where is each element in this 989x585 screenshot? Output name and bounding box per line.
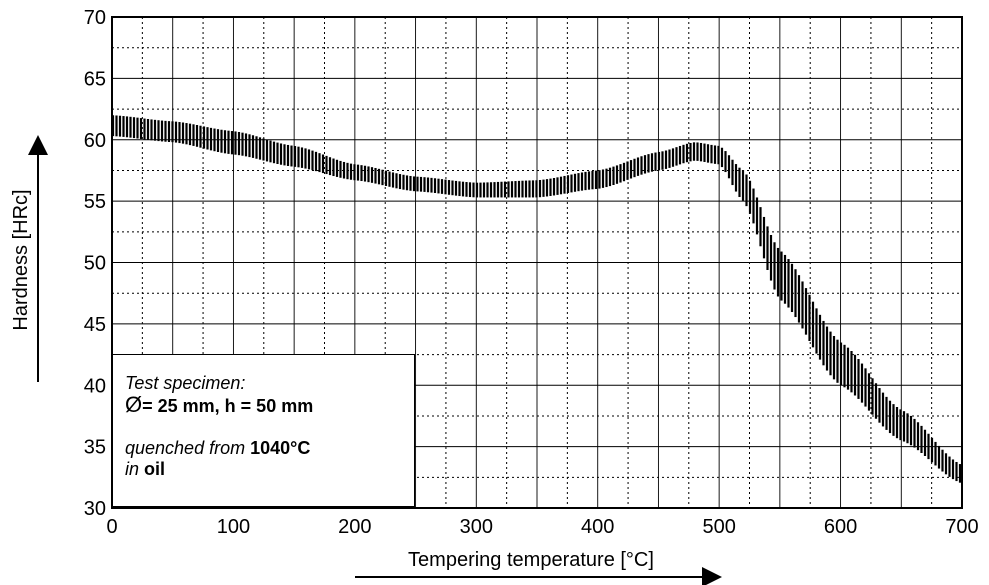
- hardness-band: [111, 115, 962, 483]
- x-tick-label: 400: [581, 516, 614, 538]
- y-tick-label: 30: [84, 498, 106, 520]
- legend-medium-prefix: in: [125, 459, 145, 479]
- legend-line-specimen: Test specimen:: [125, 373, 246, 393]
- y-tick-label: 35: [84, 437, 106, 459]
- y-tick-label: 70: [84, 7, 106, 29]
- y-tick-label: 50: [84, 253, 106, 275]
- legend-quench-prefix: quenched from: [125, 438, 251, 458]
- y-tick-label: 55: [84, 191, 106, 213]
- legend-medium-value: oil: [144, 459, 166, 479]
- x-tick-label: 300: [460, 516, 493, 538]
- x-tick-label: 100: [217, 516, 250, 538]
- y-tick-label: 45: [84, 314, 106, 336]
- y-axis-title: Hardness [HRc]: [10, 189, 32, 330]
- diameter-icon: Ø: [125, 392, 143, 417]
- legend-line-quench: quenched from 1040°C: [125, 438, 414, 459]
- legend-line-medium: in oil: [125, 459, 414, 480]
- x-tick-label: 600: [824, 516, 857, 538]
- legend-box: Test specimen: Ø= 25 mm, h = 50 mm quenc…: [112, 354, 415, 507]
- x-axis-title: Tempering temperature [°C]: [408, 549, 654, 571]
- x-tick-label: 200: [338, 516, 371, 538]
- legend-dimensions-text: = 25 mm, h = 50 mm: [142, 396, 314, 416]
- y-tick-label: 65: [84, 68, 106, 90]
- x-tick-label: 700: [945, 516, 978, 538]
- x-tick-label: 0: [106, 516, 117, 538]
- x-tick-label: 500: [702, 516, 735, 538]
- y-tick-label: 40: [84, 375, 106, 397]
- y-tick-label: 60: [84, 130, 106, 152]
- legend-line-dimensions: Ø= 25 mm, h = 50 mm: [125, 394, 414, 417]
- legend-quench-temp: 1040°C: [250, 438, 311, 458]
- x-tick-labels: 0 100 200 300 400 500 600 700: [106, 516, 978, 538]
- y-tick-labels: 30 35 40 45 50 55 60 65 70: [84, 7, 106, 520]
- plot-frame: [111, 16, 963, 509]
